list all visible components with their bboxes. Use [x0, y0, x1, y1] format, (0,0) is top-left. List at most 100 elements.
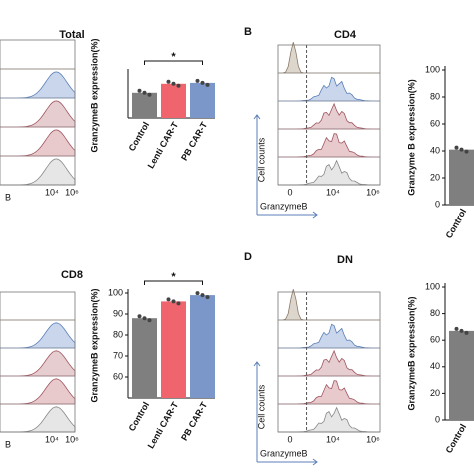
bar — [449, 330, 474, 420]
chart-title: CD8 — [61, 269, 83, 281]
y-tick-label: 100 — [425, 281, 440, 291]
x-tick-label: Control — [444, 422, 469, 455]
panel-label: B — [244, 26, 252, 38]
bar — [449, 149, 474, 205]
axis-tick-label: 10⁶ — [65, 434, 79, 444]
data-point — [459, 328, 464, 333]
y-tick-label: 80 — [113, 329, 123, 339]
histogram-curve — [278, 323, 380, 349]
y-tick-label: 80 — [430, 308, 440, 318]
y-tick-label: 20 — [430, 172, 440, 182]
axis-tick-label: 10⁶ — [366, 187, 380, 197]
data-point — [459, 147, 464, 152]
histogram-curve — [0, 322, 76, 349]
bar — [190, 295, 215, 398]
axis-label: GranzymeB — [260, 448, 308, 458]
histogram-curve — [278, 380, 380, 405]
data-point — [200, 293, 205, 298]
histogram-curve — [0, 158, 76, 186]
bar — [190, 82, 215, 118]
data-point — [147, 92, 152, 97]
axis-label: GranzymeB — [260, 201, 308, 211]
data-point — [137, 88, 142, 93]
data-point — [205, 82, 210, 87]
data-point — [147, 318, 152, 323]
significance-bracket — [144, 60, 203, 65]
data-point — [205, 295, 210, 300]
histogram-curve — [0, 350, 76, 377]
y-tick-label: 60 — [113, 371, 123, 381]
histogram-frame — [0, 291, 76, 433]
data-point — [200, 80, 205, 85]
histogram-curve — [278, 42, 380, 74]
x-tick-label: Lenti CAR-T — [146, 400, 181, 450]
histogram-curve — [278, 159, 380, 186]
y-tick-label: 70 — [113, 350, 123, 360]
axis-label: Cell counts — [256, 137, 266, 182]
data-point — [166, 79, 171, 84]
histogram-curve — [278, 289, 380, 321]
x-tick-label: Lenti CAR-T — [146, 120, 181, 170]
histogram-curve — [0, 100, 76, 128]
bar — [132, 92, 157, 118]
arrow — [253, 114, 318, 219]
histogram-curve — [0, 129, 76, 157]
histogram-curve — [278, 406, 380, 433]
axis-tick-label: 0 — [287, 187, 292, 197]
y-axis-label: Granzyme B expression(%) — [406, 79, 416, 196]
histogram-curve — [278, 349, 380, 377]
histogram-curve — [0, 71, 76, 99]
data-point — [195, 291, 200, 296]
y-axis-label: GranzymeB expression(%) — [406, 296, 416, 410]
y-tick-label: 60 — [430, 118, 440, 128]
axis-tick-label: 10⁴ — [45, 187, 59, 197]
chart-title: Total — [59, 29, 84, 41]
data-point — [171, 81, 176, 86]
axis-tick-label: 10⁶ — [366, 434, 380, 444]
histogram-frame — [277, 44, 381, 186]
bar — [161, 301, 186, 398]
data-point — [142, 90, 147, 95]
y-axis-label: GranzymeB expression(%) — [89, 38, 99, 152]
axis-tick-label: 10⁴ — [45, 434, 59, 444]
histogram-curve — [278, 76, 380, 102]
significance-label: * — [171, 51, 176, 63]
y-tick-label: 40 — [430, 145, 440, 155]
y-tick-label: 100 — [108, 287, 123, 297]
axis-tick-label: 10⁴ — [326, 434, 340, 444]
histogram-frame — [277, 291, 381, 433]
y-tick-label: 0 — [435, 414, 440, 424]
data-point — [195, 78, 200, 83]
y-tick-label: 80 — [430, 91, 440, 101]
axis-label: B — [5, 192, 11, 202]
x-tick-label: PB CAR-T — [179, 400, 209, 443]
panel-label: D — [244, 251, 252, 263]
y-tick-label: 90 — [113, 308, 123, 318]
axis-tick-label: 10⁴ — [326, 187, 340, 197]
data-point — [176, 301, 181, 306]
axis-tick-label: 10⁶ — [65, 187, 79, 197]
data-point — [166, 297, 171, 302]
axis-label: B — [5, 439, 11, 449]
data-point — [137, 314, 142, 319]
data-point — [464, 330, 469, 335]
y-axis-label: GranzymeB expression(%) — [89, 288, 99, 402]
axis-label: Cell counts — [256, 384, 266, 429]
arrow — [253, 361, 318, 466]
histogram-curve — [0, 378, 76, 405]
x-tick-label: Control — [127, 120, 152, 153]
bar — [132, 318, 157, 398]
x-tick-label: Control — [127, 400, 152, 433]
data-point — [454, 326, 459, 331]
significance-label: * — [171, 271, 176, 283]
data-point — [176, 83, 181, 88]
data-point — [142, 316, 147, 321]
bar — [161, 83, 186, 118]
data-point — [171, 299, 176, 304]
significance-bracket — [144, 280, 203, 285]
x-tick-label: PB CAR-T — [179, 120, 209, 163]
histogram-curve — [0, 406, 76, 433]
data-point — [454, 145, 459, 150]
histogram-curve — [278, 133, 380, 158]
